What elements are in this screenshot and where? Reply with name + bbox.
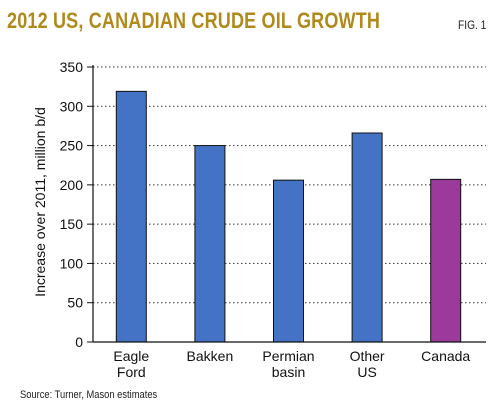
category-label: Bakken xyxy=(187,348,234,364)
y-tick-label: 50 xyxy=(67,295,83,311)
y-tick-label: 200 xyxy=(60,177,84,193)
bar xyxy=(273,179,304,343)
category-label: basin xyxy=(272,364,305,380)
y-tick-label: 0 xyxy=(75,334,83,350)
category-label: Eagle xyxy=(113,348,149,364)
figure-label: FIG. 1 xyxy=(457,18,486,32)
category-label: Permian xyxy=(262,348,314,364)
chart-title: 2012 US, CANADIAN CRUDE OIL GROWTH xyxy=(7,8,381,33)
y-tick-label: 350 xyxy=(60,59,84,75)
bar xyxy=(115,90,147,343)
category-label: US xyxy=(357,364,376,380)
category-label: Ford xyxy=(117,364,146,380)
y-tick-labels: 0 50 100 150 200 250 300 350 xyxy=(60,59,93,350)
bar xyxy=(430,178,462,343)
y-tick-label: 300 xyxy=(60,98,84,114)
y-tick-label: 100 xyxy=(60,255,84,271)
y-tick-label: 150 xyxy=(60,216,84,232)
axes xyxy=(92,65,486,343)
category-label: Other xyxy=(350,348,385,364)
bar xyxy=(194,145,226,343)
bars xyxy=(115,90,462,343)
y-axis-label: Increase over 2011, million b/d xyxy=(32,107,48,297)
y-tick-label: 250 xyxy=(60,138,84,154)
bar xyxy=(351,132,383,343)
category-label: Canada xyxy=(421,348,470,364)
source-note: Source: Turner, Mason estimates xyxy=(20,389,158,401)
